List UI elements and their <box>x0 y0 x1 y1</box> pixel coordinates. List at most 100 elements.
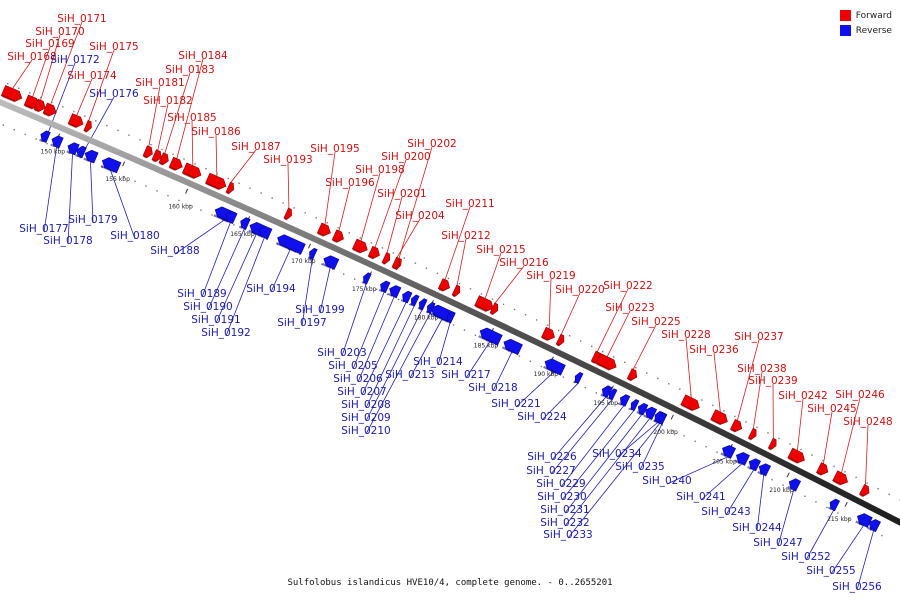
gene-arrow-sih-0178 <box>66 142 80 156</box>
gene-arrow-sih-0209 <box>417 298 428 311</box>
scale-tick-label: 200 kbp <box>653 429 678 436</box>
gene-arrow-sih-0176 <box>75 145 87 159</box>
gene-label-sih-0227: SiH_0227 <box>526 465 575 477</box>
gene-arrow-sih-0230 <box>629 399 640 412</box>
gene-arrow-sih-0183 <box>158 152 169 166</box>
gene-label-sih-0244: SiH_0244 <box>732 522 782 534</box>
gene-label-sih-0193: SiH_0193 <box>263 154 312 166</box>
gene-arrow-sih-0224 <box>573 371 584 385</box>
gene-label-sih-0170: SiH_0170 <box>35 26 84 38</box>
gene-arrow-sih-0200 <box>367 245 380 260</box>
gene-arrow-sih-0242 <box>787 447 805 464</box>
gene-arrow-sih-0238 <box>747 427 757 441</box>
gene-label-sih-0225: SiH_0225 <box>631 316 680 328</box>
gene-label-sih-0246: SiH_0246 <box>835 389 885 401</box>
forward-swatch <box>839 10 851 21</box>
gene-arrow-sih-0168 <box>0 85 23 103</box>
legend-reverse: Reverse <box>839 23 892 38</box>
scale-tick-label: 155 kbp <box>105 176 130 183</box>
gene-arrow-sih-0241 <box>734 452 750 466</box>
gene-label-sih-0252: SiH_0252 <box>781 551 830 563</box>
gene-label-sih-0178: SiH_0178 <box>43 235 92 247</box>
gene-label-sih-0197: SiH_0197 <box>277 317 326 329</box>
gene-arrow-sih-0181 <box>142 145 153 159</box>
gene-arrow-sih-0229 <box>618 394 631 407</box>
gene-label-sih-0183: SiH_0183 <box>165 64 214 76</box>
gene-arrow-sih-0252 <box>827 498 841 512</box>
gene-arrow-sih-0201 <box>381 252 391 265</box>
gene-label-sih-0184: SiH_0184 <box>178 50 228 62</box>
gene-label-sih-0181: SiH_0181 <box>135 77 184 89</box>
gene-label-sih-0245: SiH_0245 <box>807 403 856 415</box>
scale-tick-label: 150 kbp <box>41 148 66 155</box>
scale-tick-label: 180 kbp <box>414 314 439 321</box>
gene-label-sih-0177: SiH_0177 <box>19 223 68 235</box>
gene-arrow-sih-0197 <box>307 247 318 260</box>
gene-label-sih-0233: SiH_0233 <box>543 529 592 541</box>
scale-tick-label: 195 kbp <box>594 400 619 407</box>
gene-arrow-sih-0207 <box>400 290 413 304</box>
gene-label-sih-0256: SiH_0256 <box>832 581 882 593</box>
gene-arrow-sih-0244 <box>757 463 772 477</box>
gene-label-sih-0199: SiH_0199 <box>295 304 344 316</box>
gene-label-sih-0195: SiH_0195 <box>310 143 359 155</box>
scale-tick-label: 160 kbp <box>168 203 193 210</box>
gene-label-sih-0189: SiH_0189 <box>177 288 226 300</box>
gene-arrow-sih-0208 <box>409 294 420 307</box>
map-caption: Sulfolobus islandicus HVE10/4, complete … <box>287 578 613 588</box>
gene-arrow-sih-0226 <box>600 385 613 398</box>
gene-label-sih-0202: SiH_0202 <box>407 138 456 150</box>
gene-arrow-sih-0245 <box>816 462 829 476</box>
gene-arrow-sih-0179 <box>83 149 99 164</box>
legend-reverse-label: Reverse <box>855 25 892 36</box>
gene-arrow-sih-0235 <box>657 412 668 425</box>
gene-label-sih-0248: SiH_0248 <box>843 416 892 428</box>
gene-label-sih-0232: SiH_0232 <box>540 517 589 529</box>
gene-arrow-sih-0186 <box>205 172 227 191</box>
gene-label-sih-0175: SiH_0175 <box>89 41 138 53</box>
gene-label-sih-0237: SiH_0237 <box>734 331 783 343</box>
gene-arrow-sih-0187 <box>225 181 234 195</box>
gene-arrows <box>0 85 881 533</box>
gene-label-sih-0226: SiH_0226 <box>527 451 577 463</box>
scale-tick-label: 175 kbp <box>352 286 377 293</box>
gene-arrow-sih-0206 <box>387 285 402 299</box>
gene-arrow-sih-0220 <box>555 333 565 347</box>
gene-arrow-sih-0203 <box>361 272 372 285</box>
gene-arrow-sih-0218 <box>501 338 523 356</box>
gene-label-sih-0198: SiH_0198 <box>355 164 404 176</box>
scale-tick-label: 205 kbp <box>712 458 737 465</box>
gene-label-sih-0236: SiH_0236 <box>689 344 739 356</box>
label-leader-lines <box>12 21 874 591</box>
gene-label-sih-0207: SiH_0207 <box>337 386 386 398</box>
gene-arrow-sih-0193 <box>283 207 292 221</box>
gene-label-sih-0212: SiH_0212 <box>441 230 490 242</box>
gene-arrow-sih-0239 <box>767 437 777 451</box>
gene-label-sih-0247: SiH_0247 <box>753 537 802 549</box>
scale-tick-label: 185 kbp <box>474 343 499 350</box>
gene-label-sih-0215: SiH_0215 <box>476 244 525 256</box>
scale-tick <box>786 472 790 478</box>
gene-arrow-sih-0237 <box>729 418 743 433</box>
gene-arrow-sih-0195 <box>316 222 331 237</box>
gene-label-sih-0208: SiH_0208 <box>341 399 390 411</box>
gene-label-sih-0234: SiH_0234 <box>592 448 642 460</box>
gene-arrow-sih-0204 <box>391 256 401 270</box>
gene-label-sih-0235: SiH_0235 <box>615 461 664 473</box>
gene-label-sih-0238: SiH_0238 <box>737 363 786 375</box>
gene-label-sih-0205: SiH_0205 <box>328 360 377 372</box>
gene-arrow-sih-0248 <box>859 484 870 498</box>
gene-arrow-sih-0190 <box>238 217 251 230</box>
scale-tick <box>122 161 126 167</box>
scale-tick <box>610 385 614 391</box>
reverse-swatch <box>839 25 851 36</box>
gene-label-sih-0223: SiH_0223 <box>605 302 654 314</box>
gene-label-sih-0180: SiH_0180 <box>110 230 159 242</box>
gene-label-sih-0185: SiH_0185 <box>167 112 216 124</box>
gene-label-sih-0187: SiH_0187 <box>231 141 280 153</box>
chromosome-backbone <box>0 98 900 526</box>
gene-label-sih-0209: SiH_0209 <box>341 412 390 424</box>
gene-label-sih-0211: SiH_0211 <box>445 198 494 210</box>
gene-label-sih-0213: SiH_0213 <box>385 369 434 381</box>
